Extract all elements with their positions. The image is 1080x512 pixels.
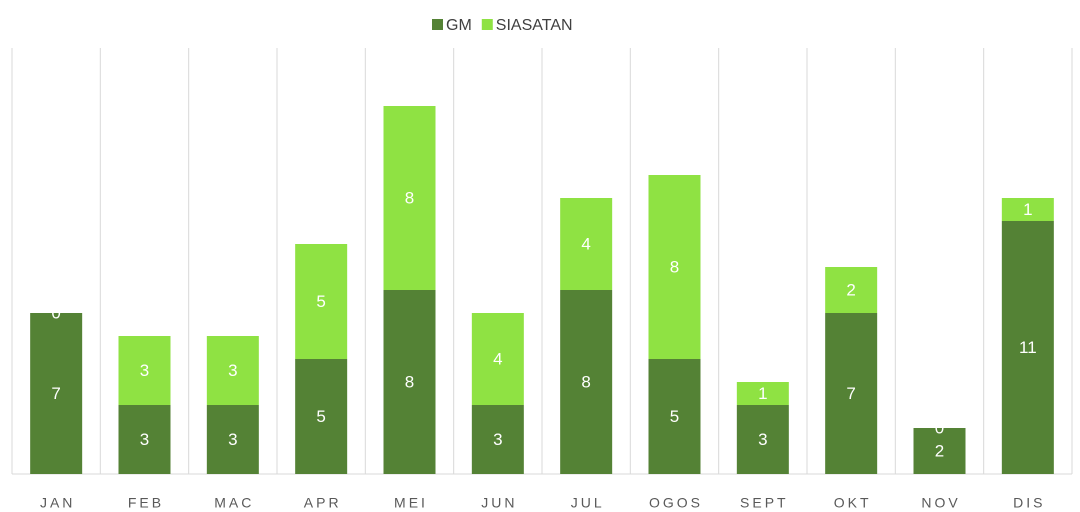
bar-segment [560, 198, 613, 290]
data-label: 11 [1019, 338, 1037, 357]
bar-segment [1001, 198, 1054, 221]
x-tick-label: NOV [921, 495, 960, 511]
x-tick-label: OGOS [649, 495, 703, 511]
bar-segment [825, 267, 878, 313]
data-label: 3 [758, 430, 767, 449]
data-label: 8 [581, 372, 590, 391]
data-label: 5 [316, 407, 325, 426]
legend-label: SIASATAN [496, 17, 573, 34]
bar-segment [648, 359, 701, 474]
data-label: 7 [51, 384, 60, 403]
bar-segment [30, 313, 83, 474]
x-tick-label: JUN [481, 495, 517, 511]
data-label: 8 [405, 372, 414, 391]
x-tick-label: JUL [571, 495, 605, 511]
data-label: 1 [1023, 200, 1032, 219]
bar-segment [118, 336, 171, 405]
data-label: 3 [228, 361, 237, 380]
bar-segment [206, 405, 259, 474]
bar-segment [206, 336, 259, 405]
bar-segment [648, 175, 701, 359]
x-tick-label: APR [304, 495, 342, 511]
bar-segment [471, 313, 524, 405]
data-label: 5 [316, 292, 325, 311]
x-tick-label: OKT [834, 495, 872, 511]
bar-segment [383, 290, 436, 474]
bar-segment [1001, 221, 1054, 474]
data-label: 0 [935, 418, 944, 437]
legend-label: GM [446, 17, 472, 34]
x-tick-label: MEI [394, 495, 428, 511]
x-tick-label: JAN [40, 495, 75, 511]
data-label: 3 [140, 430, 149, 449]
bar-segment [560, 290, 613, 474]
legend-swatch [481, 19, 493, 30]
x-tick-label: SEPT [740, 495, 789, 511]
bar-segment [736, 382, 789, 405]
bar-segment [825, 313, 878, 474]
data-label: 4 [493, 349, 502, 368]
data-label: 7 [846, 384, 855, 403]
bar-segment [383, 106, 436, 290]
data-label: 8 [405, 188, 414, 207]
legend-swatch [432, 19, 443, 30]
data-label: 3 [140, 361, 149, 380]
data-label: 2 [846, 280, 855, 299]
data-label: 0 [51, 303, 60, 322]
x-tick-label: DIS [1013, 495, 1045, 511]
bar-segment [295, 244, 348, 359]
bar-segment [913, 428, 966, 474]
bar-segment [295, 359, 348, 474]
bar-segment [118, 405, 171, 474]
data-label: 1 [758, 384, 767, 403]
bar-segment [471, 405, 524, 474]
data-label: 3 [493, 430, 502, 449]
data-label: 5 [670, 407, 679, 426]
x-tick-label: FEB [128, 495, 164, 511]
data-label: 2 [935, 441, 944, 460]
data-label: 4 [581, 234, 590, 253]
x-tick-label: MAC [214, 495, 254, 511]
data-label: 3 [228, 430, 237, 449]
data-label: 8 [670, 257, 679, 276]
bar-segment [736, 405, 789, 474]
